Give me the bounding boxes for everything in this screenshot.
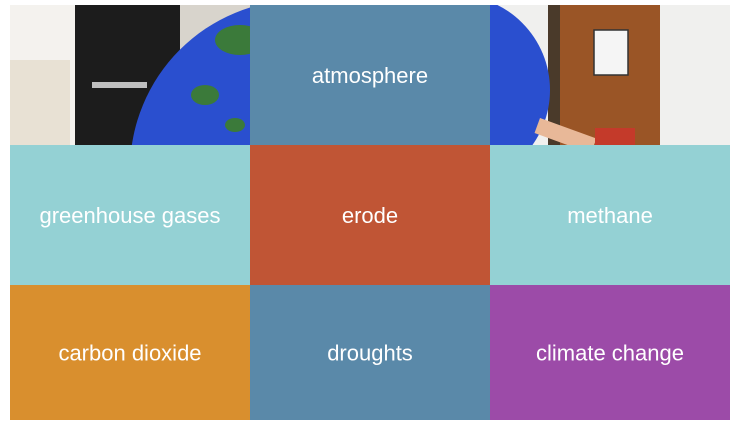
tile-label: atmosphere [312, 63, 428, 88]
word-tile[interactable] [250, 5, 490, 145]
photo-tile-right[interactable] [360, 0, 730, 185]
tile-label: carbon dioxide [58, 340, 201, 365]
photo-tile-left[interactable] [10, 0, 470, 340]
tile-label: erode [342, 203, 398, 228]
word-tile[interactable] [490, 145, 730, 285]
word-tile[interactable] [10, 145, 250, 285]
tile-label: droughts [327, 340, 413, 365]
word-tile[interactable] [250, 285, 490, 420]
tile-label: greenhouse gases [39, 203, 220, 228]
tile-label: climate change [536, 340, 684, 365]
word-tile[interactable] [250, 145, 490, 285]
tile-label: methane [567, 203, 653, 228]
word-tile[interactable] [490, 285, 730, 420]
word-tile[interactable] [10, 285, 250, 420]
